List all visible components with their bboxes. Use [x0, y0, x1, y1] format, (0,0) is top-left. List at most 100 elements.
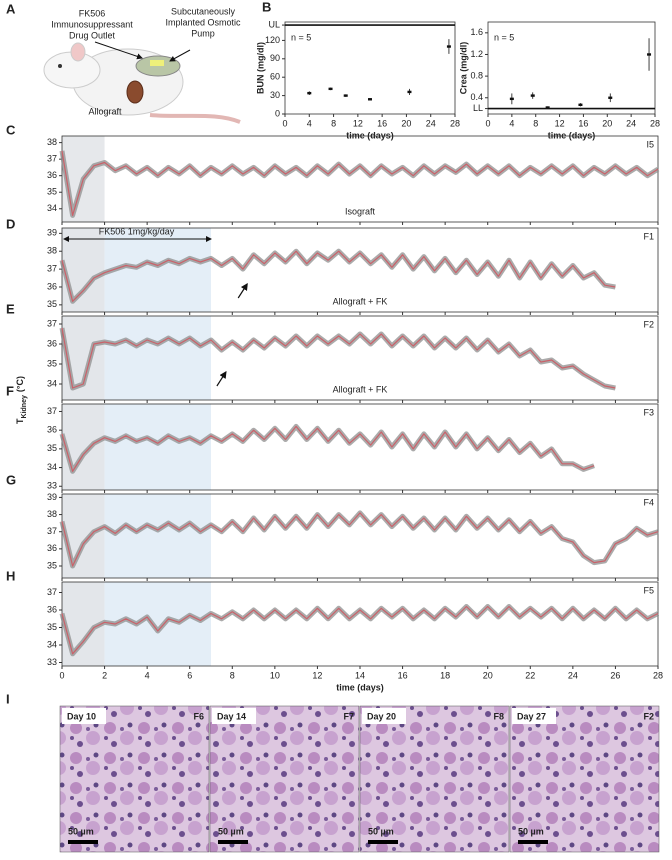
y-tick-label: 36 — [47, 281, 57, 291]
panel-label: D — [6, 216, 15, 231]
y-tick-label: 36 — [47, 338, 57, 348]
label: Pump — [191, 28, 215, 38]
tail — [149, 113, 241, 124]
y-tick-label: 39 — [47, 228, 57, 238]
day-label: Day 10 — [67, 711, 96, 721]
scale-bar — [368, 840, 398, 844]
y-tick-label: UL — [268, 19, 280, 29]
annotation: n = 5 — [494, 32, 514, 42]
sample-id: F8 — [493, 711, 504, 721]
data-point — [343, 94, 348, 97]
y-tick-label: 0.4 — [470, 92, 483, 102]
trace-id: F2 — [643, 319, 654, 329]
plot-frame — [487, 21, 656, 115]
x-tick-label: 20 — [483, 670, 493, 680]
x-tick-label: 28 — [650, 118, 660, 128]
panel-label: C — [6, 122, 16, 137]
y-tick-label: 36 — [47, 604, 57, 614]
y-tick-label: 33 — [47, 481, 57, 491]
trace-id: I5 — [646, 139, 654, 149]
x-tick-label: 28 — [653, 670, 663, 680]
y-axis-label: TKidney (°C) — [15, 376, 27, 424]
scale-label: 50 µm — [368, 826, 394, 836]
y-tick-label: 37 — [47, 587, 57, 597]
annotation: Allograft + FK — [333, 296, 388, 306]
y-tick-label: 35 — [47, 622, 57, 632]
scale-bar — [68, 840, 98, 844]
shaded-region — [104, 494, 211, 578]
x-tick-label: 24 — [426, 118, 436, 128]
x-tick-label: 2 — [102, 670, 107, 680]
data-point — [368, 98, 372, 101]
range-label: FK506 1mg/kg/day — [99, 226, 175, 236]
x-tick-label: 8 — [331, 118, 336, 128]
data-point — [407, 90, 412, 94]
x-tick-label: 16 — [578, 118, 588, 128]
panel-label: A — [6, 1, 16, 16]
mean-trace — [61, 425, 595, 472]
histology-image — [509, 705, 660, 853]
x-tick-label: 20 — [401, 118, 411, 128]
y-tick-label: 35 — [47, 187, 57, 197]
annotation: Allograft + FK — [333, 384, 388, 394]
y-tick-label: 37 — [47, 263, 57, 273]
y-tick-label: 37 — [47, 406, 57, 416]
mean-trace — [61, 605, 659, 655]
event-arrow — [237, 282, 248, 299]
x-tick-label: 0 — [485, 118, 490, 128]
day-label: Day 14 — [217, 711, 246, 721]
label: Drug Outlet — [69, 30, 116, 40]
y-tick-label: 35 — [47, 443, 57, 453]
x-axis-label: time (days) — [548, 130, 596, 140]
y-tick-label: 1.6 — [470, 27, 483, 37]
panel-label: F — [6, 383, 14, 398]
plot-frame — [284, 21, 456, 115]
x-axis-label: time (days) — [336, 682, 384, 692]
y-tick-label: 0.8 — [470, 70, 483, 80]
label: Allograft — [88, 106, 122, 116]
sample-id: F7 — [343, 711, 354, 721]
y-tick-label: 37 — [47, 526, 57, 536]
x-tick-label: 4 — [509, 118, 514, 128]
pump-window — [150, 60, 164, 66]
rat-illustration: FK506 Immunosuppressant Drug Outlet Subc… — [43, 6, 241, 124]
y-tick-label: 38 — [47, 509, 57, 519]
y-tick-label: 120 — [265, 35, 280, 45]
x-tick-label: 16 — [377, 118, 387, 128]
y-tick-label: 38 — [47, 246, 57, 256]
panel-label: E — [6, 301, 15, 316]
y-tick-label: 35 — [47, 299, 57, 309]
histology-image — [359, 705, 510, 853]
x-tick-label: 24 — [626, 118, 636, 128]
histology-image — [59, 705, 210, 853]
x-tick-label: 12 — [555, 118, 565, 128]
x-tick-label: 6 — [187, 670, 192, 680]
unit: (°C) — [15, 376, 25, 392]
x-tick-label: 16 — [398, 670, 408, 680]
mean-trace — [61, 250, 616, 302]
x-tick-label: 0 — [282, 118, 287, 128]
scale-bar — [518, 840, 548, 844]
shaded-region — [62, 494, 105, 578]
y-tick-label: 39 — [47, 492, 57, 502]
pointer — [94, 41, 143, 60]
x-tick-label: 22 — [525, 670, 535, 680]
day-label: Day 20 — [367, 711, 396, 721]
y-tick-label: 35 — [47, 358, 57, 368]
mean-trace — [61, 512, 659, 567]
sample-id: F6 — [193, 711, 204, 721]
y-tick-label: 60 — [270, 72, 280, 82]
symbol: T — [15, 418, 25, 424]
label: Immunosuppressant — [51, 19, 133, 29]
x-tick-label: 10 — [270, 670, 280, 680]
y-axis-label: BUN (mg/dl) — [255, 42, 265, 94]
x-tick-label: 26 — [610, 670, 620, 680]
annotation: n = 5 — [291, 32, 311, 42]
event-arrow — [216, 370, 227, 387]
y-tick-label: 38 — [47, 137, 57, 147]
x-tick-label: 4 — [307, 118, 312, 128]
label: Implanted Osmotic — [165, 17, 241, 27]
y-tick-label: 34 — [47, 462, 57, 472]
trace-id: F1 — [643, 231, 654, 241]
